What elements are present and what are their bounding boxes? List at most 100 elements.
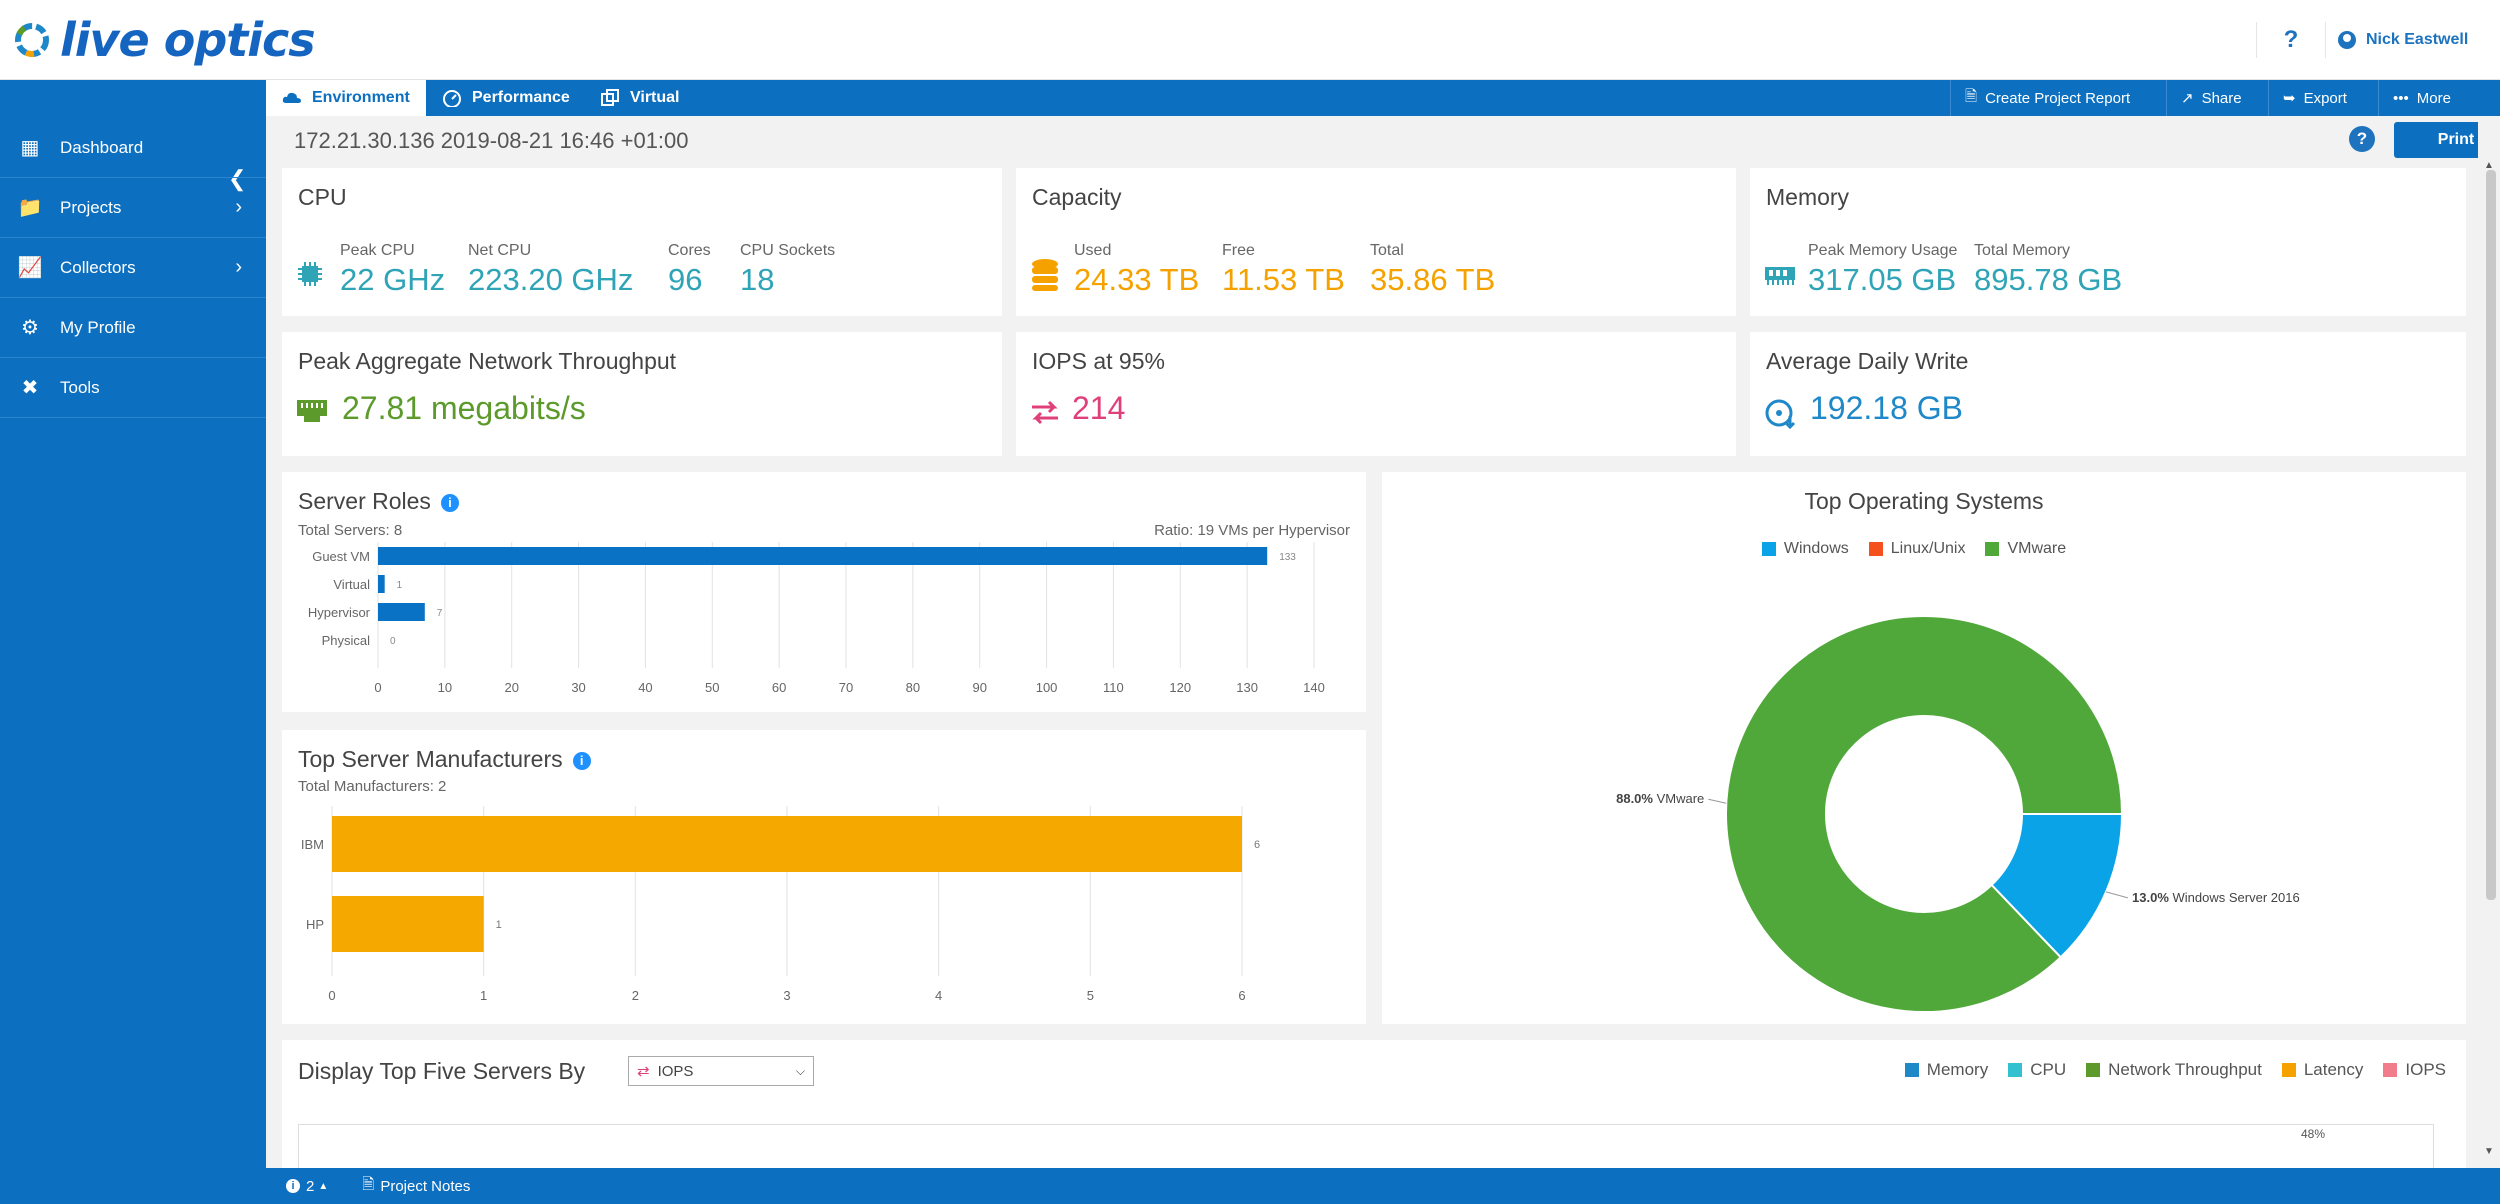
document-icon: 🗎	[1965, 87, 1978, 105]
legend-swatch	[2086, 1063, 2101, 1077]
bar	[378, 547, 1268, 565]
legend-label: Windows	[1783, 540, 1849, 557]
scroll-down-icon[interactable]: ▼	[2484, 1146, 2494, 1157]
tab-virtual[interactable]: Virtual	[584, 80, 696, 116]
sidebar-item-dashboard[interactable]: ▦ Dashboard	[0, 118, 266, 178]
scroll-up-icon[interactable]: ▲	[2484, 160, 2494, 171]
legend-label: CPU	[2030, 1060, 2067, 1079]
legend-swatch	[1904, 1063, 1919, 1077]
x-tick-label: 2	[632, 988, 639, 1003]
kpi-value: 24.33 TB	[1074, 262, 1200, 297]
help-icon[interactable]: ?	[2349, 126, 2375, 152]
status-bar: i 2 ▲ 🗎 Project Notes	[266, 1168, 2500, 1204]
more-button[interactable]: ••• More	[2378, 80, 2465, 116]
button-label: Share	[2201, 89, 2242, 107]
exchange-arrows-icon: ⇄	[637, 1063, 650, 1080]
info-icon[interactable]: i	[440, 493, 459, 512]
x-tick-label: 40	[638, 680, 652, 695]
x-tick-label: 110	[1103, 680, 1124, 695]
bar-value-label: 1	[397, 580, 403, 591]
legend-swatch	[1985, 542, 2000, 556]
legend-item[interactable]: Latency	[2281, 1060, 2363, 1080]
live-optics-logo[interactable]: live optics	[12, 13, 316, 67]
sidebar-item-collectors[interactable]: 📈 Collectors ›	[0, 238, 266, 298]
share-button[interactable]: ↗ Share	[2166, 80, 2256, 116]
user-name: Nick Eastwell	[2366, 31, 2469, 48]
kpi-value: 96	[668, 262, 703, 297]
cores-kpi: Cores 96	[668, 242, 711, 298]
legend-item[interactable]: Network Throughput	[2086, 1060, 2262, 1080]
button-label: Create Project Report	[1985, 89, 2131, 107]
legend-label: VMware	[2007, 540, 2067, 557]
kpi-value: 22 GHz	[340, 262, 446, 297]
x-tick-label: 20	[504, 680, 518, 695]
legend-swatch	[2008, 1063, 2023, 1077]
notification-count[interactable]: 2	[306, 1177, 315, 1195]
notes-icon: 🗎	[362, 1175, 375, 1193]
kpi-label: Peak Memory Usage	[1808, 242, 1958, 259]
network-throughput-value: 27.81 megabits/s	[342, 390, 586, 426]
card-title: Memory	[1766, 184, 1850, 210]
tab-performance[interactable]: Performance	[426, 80, 586, 116]
help-button[interactable]: ?	[2256, 22, 2326, 58]
label-leader-line	[2105, 891, 2129, 899]
total-kpi: Total 35.86 TB	[1370, 242, 1495, 298]
exchange-arrows-icon	[1032, 400, 1058, 425]
slice-label: 13.0% Windows Server 2016	[2132, 890, 2300, 905]
top-five-legend: Memory CPU Network Throughput Latency IOPS	[1904, 1060, 2466, 1080]
sidebar: ❮ ▦ Dashboard 📁 Projects › 📈 Collectors …	[0, 80, 266, 1204]
panel-title: Top Server Manufacturers	[298, 746, 563, 772]
legend-item[interactable]: VMware	[1985, 540, 2066, 558]
metric-select[interactable]: ⇄ IOPS ⌵	[628, 1056, 814, 1086]
caret-up-icon: ▲	[318, 1180, 329, 1192]
category-label: Virtual	[333, 577, 370, 592]
x-tick-label: 30	[571, 680, 585, 695]
folder-icon: 📁	[17, 197, 43, 219]
sidebar-item-my-profile[interactable]: ⚙ My Profile	[0, 298, 266, 358]
create-project-report-button[interactable]: 🗎 Create Project Report	[1950, 80, 2144, 116]
kpi-label: Peak CPU	[340, 242, 415, 259]
legend-item[interactable]: Linux/Unix	[1868, 540, 1965, 558]
context-line: 172.21.30.136 2019-08-21 16:46 +01:00	[294, 128, 689, 153]
kpi-label: Total Memory	[1974, 242, 2071, 259]
server-manufacturers-panel: Top Server Manufacturers i Total Manufact…	[282, 730, 1366, 1024]
logo-text: live optics	[60, 13, 316, 67]
capacity-card: Capacity Used 24.33 TB Free 11.53 TB Tot…	[1016, 168, 1736, 316]
average-daily-write-card: Average Daily Write 192.18 GB	[1750, 332, 2466, 456]
sidebar-item-tools[interactable]: ✖ Tools	[0, 358, 266, 418]
legend-item[interactable]: Windows	[1761, 540, 1849, 558]
info-icon[interactable]: i	[572, 751, 591, 770]
user-menu[interactable]: Nick Eastwell	[2338, 24, 2468, 56]
x-tick-label: 3	[783, 988, 790, 1003]
select-value: IOPS	[657, 1062, 694, 1080]
kpi-label: Net CPU	[468, 242, 532, 259]
virtual-icon	[600, 89, 620, 107]
scrollbar[interactable]	[2486, 170, 2496, 900]
tab-label: Environment	[312, 89, 410, 106]
button-label: More	[2416, 89, 2451, 107]
free-kpi: Free 11.53 TB	[1222, 242, 1345, 298]
legend-swatch	[1761, 542, 1776, 556]
project-notes-button[interactable]: Project Notes	[380, 1177, 471, 1195]
kpi-value: 223.20 GHz	[468, 262, 634, 297]
bar-data-label: 48%	[2301, 1127, 2326, 1141]
tab-environment[interactable]: Environment	[266, 80, 426, 116]
x-tick-label: 120	[1169, 680, 1191, 695]
chevron-down-icon: ⌵	[795, 1063, 805, 1078]
notification-icon[interactable]: i	[286, 1179, 300, 1193]
sidebar-item-label: Dashboard	[60, 137, 144, 157]
x-tick-label: 60	[772, 680, 786, 695]
tab-label: Performance	[472, 89, 570, 106]
main-toolbar: Environment Performance Virtual 🗎 Create…	[266, 80, 2500, 116]
sidebar-item-projects[interactable]: 📁 Projects ›	[0, 178, 266, 238]
legend-item[interactable]: Memory	[1904, 1060, 1988, 1080]
print-button[interactable]: Print	[2394, 122, 2478, 158]
legend-item[interactable]: IOPS	[2383, 1060, 2446, 1080]
legend-item[interactable]: CPU	[2008, 1060, 2066, 1080]
collapse-sidebar-icon[interactable]: ❮	[228, 166, 247, 191]
export-button[interactable]: ➥ Export	[2268, 80, 2361, 116]
net-cpu-kpi: Net CPU 223.20 GHz	[468, 242, 633, 298]
os-legend: Windows Linux/Unix VMware	[1382, 540, 2466, 558]
x-tick-label: 1	[480, 988, 487, 1003]
legend-swatch	[1868, 542, 1883, 556]
